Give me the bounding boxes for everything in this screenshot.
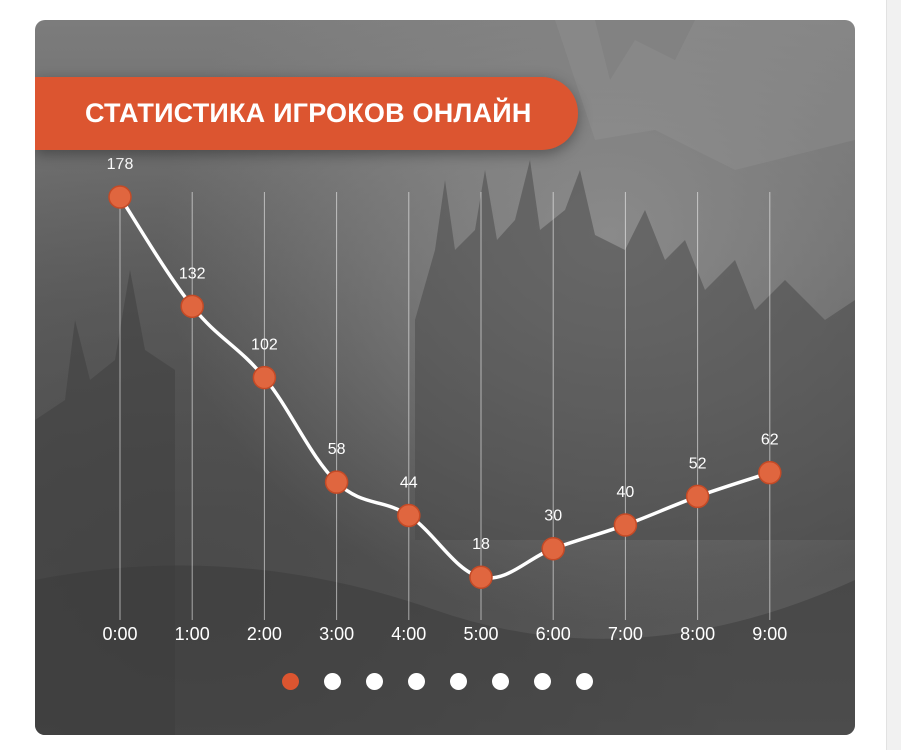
background-scenery	[35, 20, 855, 735]
data-label: 58	[328, 441, 346, 458]
data-label: 18	[472, 536, 490, 553]
title-banner: СТАТИСТИКА ИГРОКОВ ОНЛАЙН	[35, 77, 578, 150]
online-stats-card: 178 0:00 132 1:00 102 2:00 58 3:00 44 4:00 18 5:00 3…	[35, 20, 855, 735]
data-point	[180, 294, 204, 319]
data-point	[758, 460, 782, 485]
data-point	[685, 484, 710, 509]
chart-title: СТАТИСТИКА ИГРОКОВ ОНЛАЙН	[85, 98, 532, 128]
x-tick-label: 5:00	[463, 624, 498, 644]
page-scrollbar-edge	[886, 0, 901, 750]
data-point	[541, 536, 565, 561]
pagination-dot[interactable]	[492, 673, 509, 690]
data-point	[324, 470, 349, 494]
x-tick-label: 8:00	[680, 624, 715, 644]
series-line	[118, 195, 772, 580]
line-chart: 178 0:00 132 1:00 102 2:00 58 3:00 44 4:00 18 5:00 3…	[102, 156, 787, 644]
data-point	[613, 513, 638, 537]
pagination-dot[interactable]	[450, 673, 467, 690]
data-label: 44	[400, 474, 418, 491]
pagination-dot[interactable]	[324, 673, 341, 690]
data-point	[469, 565, 493, 589]
data-point	[108, 185, 132, 209]
pagination-dot[interactable]	[576, 673, 593, 690]
pagination-dot[interactable]	[282, 673, 299, 690]
data-label: 52	[689, 455, 707, 472]
x-tick-label: 2:00	[247, 624, 282, 644]
x-tick-label: 3:00	[319, 624, 354, 644]
data-label: 132	[179, 265, 206, 282]
data-label: 30	[544, 508, 562, 525]
pagination-dot[interactable]	[534, 673, 551, 690]
x-tick-label: 4:00	[391, 624, 426, 644]
x-tick-label: 0:00	[102, 624, 137, 644]
data-label: 62	[761, 432, 779, 449]
data-label: 178	[107, 156, 134, 173]
data-label: 40	[617, 484, 635, 501]
pagination-dot[interactable]	[408, 673, 425, 690]
pagination-dot[interactable]	[366, 673, 383, 690]
data-point	[252, 365, 277, 390]
x-tick-label: 6:00	[536, 624, 571, 644]
pagination-dots	[282, 673, 593, 691]
x-tick-label: 1:00	[175, 624, 210, 644]
x-tick-label: 7:00	[608, 624, 643, 644]
data-label: 102	[251, 337, 278, 354]
x-tick-label: 9:00	[752, 624, 787, 644]
data-point	[397, 503, 421, 528]
